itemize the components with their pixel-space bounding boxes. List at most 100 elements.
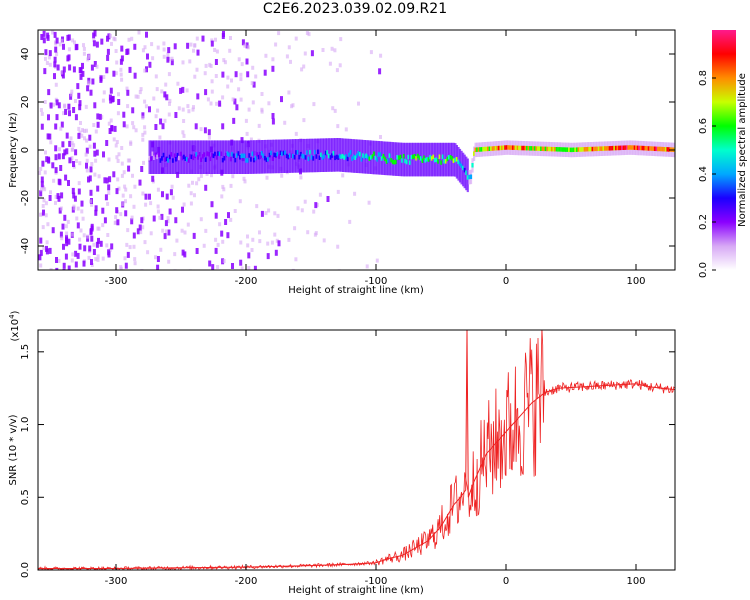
spectrogram-cell bbox=[157, 152, 161, 157]
spectrogram-cell bbox=[106, 233, 110, 237]
spectrogram-cell bbox=[206, 140, 209, 174]
spectrogram-cell bbox=[360, 157, 363, 162]
spectrogram-cell bbox=[48, 195, 52, 201]
spectrogram-cell bbox=[218, 222, 222, 227]
spectrogram-cell bbox=[61, 223, 65, 230]
spectrogram-cell bbox=[89, 199, 93, 204]
spectrogram-cell bbox=[249, 157, 253, 162]
spectrogram-cell bbox=[444, 159, 448, 164]
spectrogram-cell bbox=[193, 74, 197, 79]
spectrogram-cell bbox=[209, 101, 213, 106]
spectrogram-cell bbox=[105, 243, 109, 248]
spectrogram-cell bbox=[40, 176, 44, 183]
spectrogram-cell bbox=[86, 57, 90, 62]
spectrogram-cell bbox=[546, 146, 549, 152]
spectrogram-cell bbox=[455, 145, 458, 179]
spectrogram-cell bbox=[204, 184, 208, 191]
spectrogram-cell bbox=[94, 257, 98, 262]
spectrogram-cell bbox=[365, 153, 368, 158]
spectrogram-cell bbox=[109, 97, 113, 104]
spectrogram-cell bbox=[127, 165, 131, 172]
spectrogram-cell bbox=[77, 132, 81, 139]
spectrogram-cell bbox=[335, 154, 338, 160]
spectrogram-cell bbox=[47, 157, 51, 164]
spectrogram-cell bbox=[376, 157, 379, 162]
spectrogram-cell bbox=[210, 153, 214, 158]
spectrogram-cell bbox=[543, 146, 546, 152]
spectrogram-cell bbox=[168, 208, 172, 215]
spectrogram-cell bbox=[167, 229, 171, 236]
spectrogram-cell bbox=[57, 178, 61, 185]
spectrogram-cell bbox=[519, 145, 522, 151]
spectrogram-cell bbox=[75, 43, 79, 50]
spectrogram-cell bbox=[162, 47, 166, 52]
spectrogram-cell bbox=[326, 138, 329, 172]
spectrogram-cell bbox=[207, 135, 211, 140]
spectrogram-cell bbox=[504, 145, 507, 150]
spectrogram-cell bbox=[233, 209, 237, 213]
spectrogram-cell bbox=[301, 153, 304, 159]
spectrogram-cell bbox=[57, 258, 61, 263]
spectrogram-cell bbox=[59, 231, 63, 238]
spectrogram-cell bbox=[170, 56, 174, 61]
spectrogram-cell bbox=[137, 30, 141, 35]
spectrogram-cell bbox=[46, 133, 50, 140]
spectrogram-cell bbox=[387, 158, 390, 163]
spectrogram-cell bbox=[186, 222, 190, 227]
spectrogram-cell bbox=[59, 165, 63, 171]
spectrogram-cell bbox=[618, 145, 621, 151]
spectrogram-cell bbox=[186, 42, 190, 49]
spectrogram-cell bbox=[333, 48, 337, 53]
colorbar-tick-label: 0.8 bbox=[698, 70, 709, 86]
spectrogram-cell bbox=[239, 240, 243, 245]
spectrogram-cell bbox=[226, 84, 230, 89]
spectrogram-cell bbox=[328, 61, 332, 66]
spectrogram-cell bbox=[240, 266, 244, 270]
spectrogram-cell bbox=[222, 58, 226, 63]
spectrogram-cell bbox=[70, 258, 74, 263]
spectrogram-cell bbox=[228, 48, 232, 53]
spectrogram-cell bbox=[179, 151, 182, 157]
snr-y-tick-label: 1.0 bbox=[20, 417, 31, 433]
spectrogram-cell bbox=[207, 152, 210, 157]
spectrogram-cell bbox=[307, 138, 310, 173]
spectrogram-cell bbox=[458, 161, 462, 166]
spectrogram-cell bbox=[604, 146, 607, 151]
spectrogram-cell bbox=[267, 208, 271, 213]
spectrogram-cell bbox=[657, 146, 660, 152]
spectrogram-cell bbox=[95, 64, 99, 69]
spectrogram-cell bbox=[141, 115, 145, 120]
spectrogram-cell bbox=[320, 152, 323, 158]
spectrogram-cell bbox=[238, 199, 242, 204]
spectrogram-cell bbox=[494, 146, 497, 151]
spectrogram-cell bbox=[80, 209, 84, 214]
spectrogram-cell bbox=[292, 153, 295, 159]
spectrogram-cell bbox=[505, 145, 508, 150]
spectrogram-cell bbox=[334, 155, 337, 161]
spectrogram-cell bbox=[613, 145, 616, 151]
spectrogram-cell bbox=[557, 147, 560, 152]
spectrogram-cell bbox=[474, 147, 477, 152]
spectrogram-cell bbox=[228, 152, 231, 157]
spectrogram-cell bbox=[515, 145, 518, 150]
spectrogram-cell bbox=[210, 79, 214, 84]
spectrogram-cell bbox=[151, 56, 155, 61]
spectrogram-cell bbox=[93, 102, 97, 109]
spectrogram-cell bbox=[159, 247, 163, 252]
spectrogram-cell bbox=[211, 264, 215, 270]
spectrogram-cell bbox=[78, 161, 82, 166]
spectrogram-cell bbox=[115, 60, 119, 65]
spectrogram-cell bbox=[415, 156, 418, 161]
spectrogram-cell bbox=[247, 266, 251, 270]
spectrogram-cell bbox=[101, 223, 105, 228]
spectrogram-cell bbox=[257, 154, 260, 160]
spectrogram-cell bbox=[262, 153, 265, 158]
spectrogram-cell bbox=[541, 146, 544, 151]
spectrogram-cell bbox=[81, 128, 85, 132]
spectrogram-cell bbox=[99, 240, 103, 247]
spectrogram-cell bbox=[92, 123, 96, 127]
spectrogram-cell bbox=[260, 151, 263, 156]
spectrogram-cell bbox=[191, 107, 195, 112]
spectrogram-cell bbox=[55, 257, 58, 263]
spectrogram-cell bbox=[77, 92, 81, 99]
